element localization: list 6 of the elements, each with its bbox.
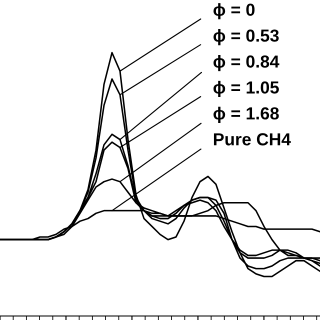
text: ϕ = 0.53: [213, 29, 279, 46]
text: ϕ = 0.84: [213, 54, 280, 72]
text: ϕ = 1.05: [213, 80, 279, 98]
text: Pure CH4: [214, 133, 291, 146]
text: ϕ = 0: [213, 3, 255, 20]
text: ϕ = 1.68: [213, 106, 279, 123]
